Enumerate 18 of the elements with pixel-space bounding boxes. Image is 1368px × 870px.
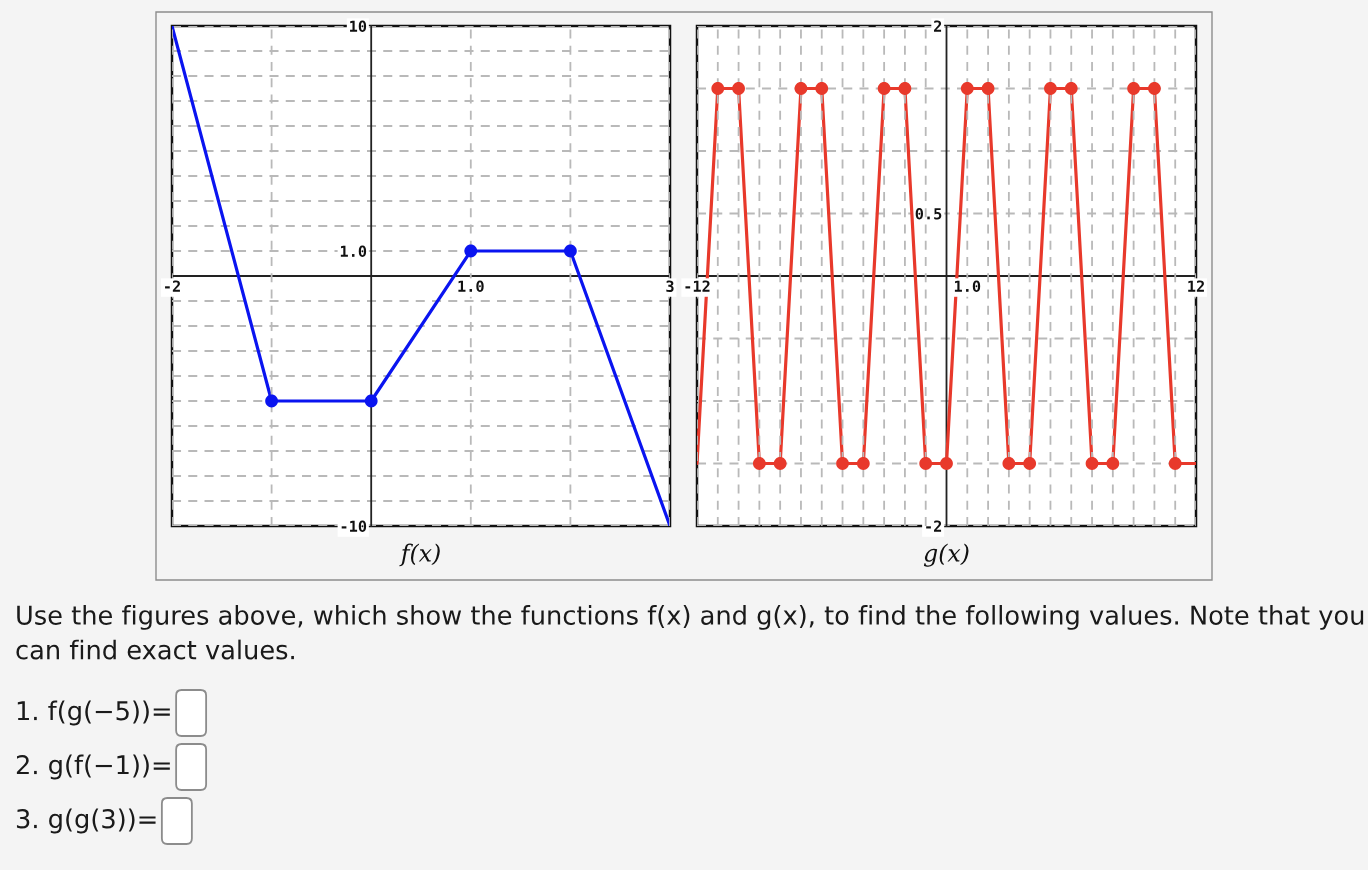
text: 1. f(g(−5))=	[17, 700, 170, 726]
y-tick-label: 2	[933, 20, 942, 32]
y-tick-label: 10	[350, 20, 367, 33]
x-tick-label: -12	[685, 280, 710, 292]
x-tick-label: 1.0	[954, 280, 981, 292]
text: Use the figures above, which show the functions f(x) and g(x), to find the following values. Note that you can find exact values.	[16, 605, 1364, 660]
x-tick-label: 3	[666, 280, 674, 292]
y-tick-label: 0.5	[915, 207, 942, 220]
x-axis-title: g(x)	[923, 543, 969, 567]
y-tick-label: 1.0	[340, 245, 367, 258]
y-tick-label: -10	[341, 520, 367, 533]
x-axis-title: f(x)	[399, 543, 440, 567]
x-tick-label: 1.0	[458, 280, 484, 292]
text: 3. g(g(3))=	[16, 808, 156, 834]
y-tick-label: -2	[926, 520, 942, 532]
text: 2. g(f(−1))=	[16, 754, 170, 780]
x-tick-label: -2	[165, 280, 180, 292]
x-tick-label: 12	[1188, 280, 1204, 292]
